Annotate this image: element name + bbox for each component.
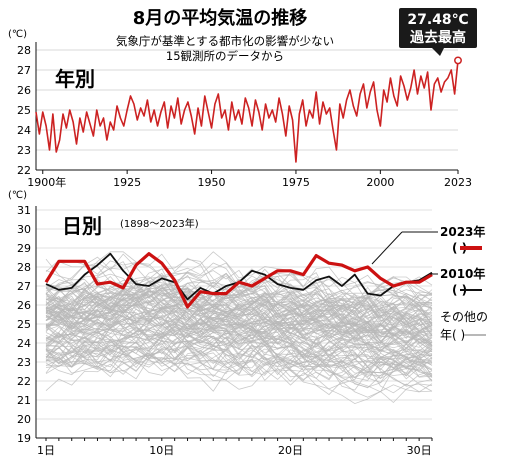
bottom-x-tick-label: 1日 xyxy=(37,444,55,457)
other-year-line xyxy=(45,295,433,351)
bottom-y-unit: (℃) xyxy=(8,190,27,201)
top-x-tick-label: 1925 xyxy=(113,176,141,189)
bottom-panel-label: 日別 xyxy=(62,214,102,238)
bottom-y-tick-label: 19 xyxy=(17,432,31,445)
record-callout: 27.48℃ 過去最高 xyxy=(399,8,477,56)
top-y-tick-label: 25 xyxy=(17,104,31,117)
bottom-y-tick-label: 24 xyxy=(17,337,31,350)
other-year-line xyxy=(45,301,433,340)
other-year-line xyxy=(45,311,433,353)
top-axis: 22 23 24 25 26 27 28 1900年 1925 1950 1975 2000 2023 xyxy=(17,42,472,189)
legend-2010-label: 2010年 xyxy=(440,266,485,281)
callout-label: 過去最高 xyxy=(409,29,466,46)
bottom-y-tick-label: 21 xyxy=(17,394,31,407)
other-year-line xyxy=(45,296,433,328)
other-year-line xyxy=(45,315,433,358)
annual-series-line xyxy=(35,60,459,163)
top-y-tick-label: 22 xyxy=(17,164,31,177)
bottom-y-tick-label: 26 xyxy=(17,299,31,312)
other-year-line xyxy=(45,287,433,336)
other-year-line xyxy=(45,273,433,327)
bottom-y-tick-label: 29 xyxy=(17,242,31,255)
other-year-line xyxy=(45,285,433,327)
bottom-y-tick-label: 25 xyxy=(17,318,31,331)
callout-pointer xyxy=(432,48,444,56)
top-panel-label: 年別 xyxy=(55,67,95,91)
bottom-y-tick-label: 22 xyxy=(17,375,31,388)
top-x-tick-label: 2000 xyxy=(366,176,394,189)
other-year-line xyxy=(45,332,433,380)
bottom-y-tick-label: 31 xyxy=(17,204,31,217)
other-year-line xyxy=(45,296,433,328)
bottom-axis: 19 20 21 22 23 24 25 26 27 28 29 30 31 1日 10日 20日 30日 xyxy=(17,204,433,457)
other-year-line xyxy=(45,272,433,304)
legend-2023-swatch-bracket: ( ) xyxy=(452,241,467,255)
bottom-y-tick-label: 20 xyxy=(17,413,31,426)
other-year-line xyxy=(45,295,433,335)
legend-2010-swatch-bracket: ( ) xyxy=(452,283,467,297)
other-year-line xyxy=(45,344,433,378)
top-x-tick-label: 1950 xyxy=(198,176,226,189)
legend-leader-2023 xyxy=(371,231,403,265)
top-series xyxy=(35,56,462,163)
top-y-tick-label: 28 xyxy=(17,44,31,57)
other-year-line xyxy=(45,335,433,393)
other-year-line xyxy=(45,334,433,382)
record-point xyxy=(454,56,462,65)
bottom-y-tick-label: 23 xyxy=(17,356,31,369)
series-2023-line xyxy=(44,252,433,309)
top-y-tick-label: 27 xyxy=(17,64,31,77)
legend-others-label-1: その他の xyxy=(440,310,488,324)
bottom-x-tick-label: 30日 xyxy=(407,444,432,457)
top-y-tick-label: 26 xyxy=(17,84,31,97)
other-year-line xyxy=(45,276,433,321)
top-y-unit: (℃) xyxy=(8,29,27,40)
other-year-line xyxy=(45,256,433,310)
other-years-series xyxy=(45,251,433,405)
other-year-line xyxy=(45,336,433,387)
other-year-line xyxy=(45,326,433,381)
other-year-line xyxy=(45,332,433,381)
bottom-x-tick-label: 10日 xyxy=(149,444,174,457)
chart-title: 8月の平均気温の推移 xyxy=(133,7,308,29)
top-grid xyxy=(36,49,458,171)
other-year-line xyxy=(45,272,433,313)
other-year-line xyxy=(45,251,433,305)
other-year-line xyxy=(45,261,433,325)
other-year-line xyxy=(45,307,433,350)
other-year-line xyxy=(45,286,433,339)
callout-box xyxy=(399,8,477,48)
other-year-line xyxy=(45,327,433,371)
highlight-series xyxy=(44,252,433,309)
top-x-tick-label: 1900年 xyxy=(27,175,66,189)
legend-others-label-2: 年( ) xyxy=(440,328,465,342)
callout-value: 27.48℃ xyxy=(407,12,468,28)
other-year-line xyxy=(45,312,433,354)
bottom-x-tick-label: 20日 xyxy=(278,444,303,457)
chart-subtitle-line-1: 気象庁が基準とする都市化の影響が少ない xyxy=(116,34,334,48)
other-year-line xyxy=(45,358,433,404)
top-x-tick-label: 1975 xyxy=(282,176,310,189)
top-x-tick-label: 2023 xyxy=(444,176,472,189)
bottom-panel-note: (1898〜2023年) xyxy=(120,217,199,230)
other-year-line xyxy=(45,281,433,324)
other-year-line xyxy=(45,303,433,354)
other-year-line xyxy=(45,352,433,380)
bottom-y-tick-label: 30 xyxy=(17,223,31,236)
bottom-y-tick-label: 28 xyxy=(17,261,31,274)
chart-subtitle-line-2: 15観測所のデータから xyxy=(166,49,284,63)
other-year-line xyxy=(45,328,433,371)
other-year-line xyxy=(45,320,433,364)
other-year-line xyxy=(45,326,433,366)
legend: 2023年 ( ) 2010年 ( ) その他の 年( ) xyxy=(371,224,488,342)
other-year-line xyxy=(45,317,433,362)
top-y-tick-label: 24 xyxy=(17,124,31,137)
top-y-tick-label: 23 xyxy=(17,144,31,157)
bottom-y-tick-label: 27 xyxy=(17,280,31,293)
legend-2023-label: 2023年 xyxy=(440,224,485,239)
